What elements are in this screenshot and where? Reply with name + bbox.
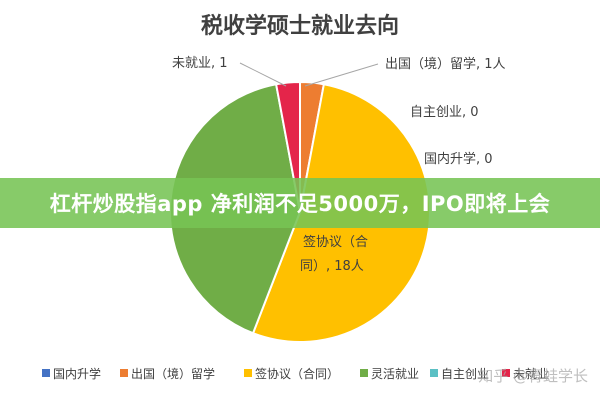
- overlay-banner: 杠杆炒股指app 净利润不足5000万，IPO即将上会: [0, 178, 600, 228]
- legend-swatch-5: [430, 369, 438, 377]
- legend-label-1: 国内升学: [53, 366, 101, 381]
- legend-swatch-2: [120, 369, 128, 377]
- data-label-contract-line2: 同）, 18人: [300, 259, 364, 274]
- data-label-abroad: 出国（境）留学, 1人: [385, 56, 506, 72]
- leader-line-unemployed: [239, 62, 287, 87]
- legend-label-4: 灵活就业: [371, 367, 419, 381]
- leader-line-abroad: [304, 63, 379, 87]
- data-label-unemployed: 未就业, 1: [172, 56, 228, 71]
- legend-label-5: 自主创业: [441, 367, 489, 381]
- data-label-domestic: 国内升学, 0: [424, 151, 493, 167]
- watermark: 知乎 @青蛙学长: [478, 367, 588, 385]
- legend-label-3: 签协议（合同）: [255, 366, 339, 381]
- legend-swatch-4: [360, 369, 368, 377]
- legend: 国内升学 出国（境）留学 签协议（合同） 灵活就业 自主创业 未就业: [42, 366, 549, 381]
- data-label-selfstart: 自主创业, 0: [410, 105, 479, 120]
- legend-swatch-1: [42, 369, 50, 377]
- leader-lines: [239, 62, 379, 87]
- legend-label-6: 未就业: [513, 367, 549, 381]
- legend-swatch-6: [502, 369, 510, 377]
- legend-swatch-3: [244, 369, 252, 377]
- chart-title: 税收学硕士就业去向: [201, 13, 399, 39]
- data-label-contract-line1: 签协议（合: [303, 234, 368, 250]
- banner-text: 杠杆炒股指app 净利润不足5000万，IPO即将上会: [49, 192, 551, 216]
- legend-label-2: 出国（境）留学: [131, 366, 215, 381]
